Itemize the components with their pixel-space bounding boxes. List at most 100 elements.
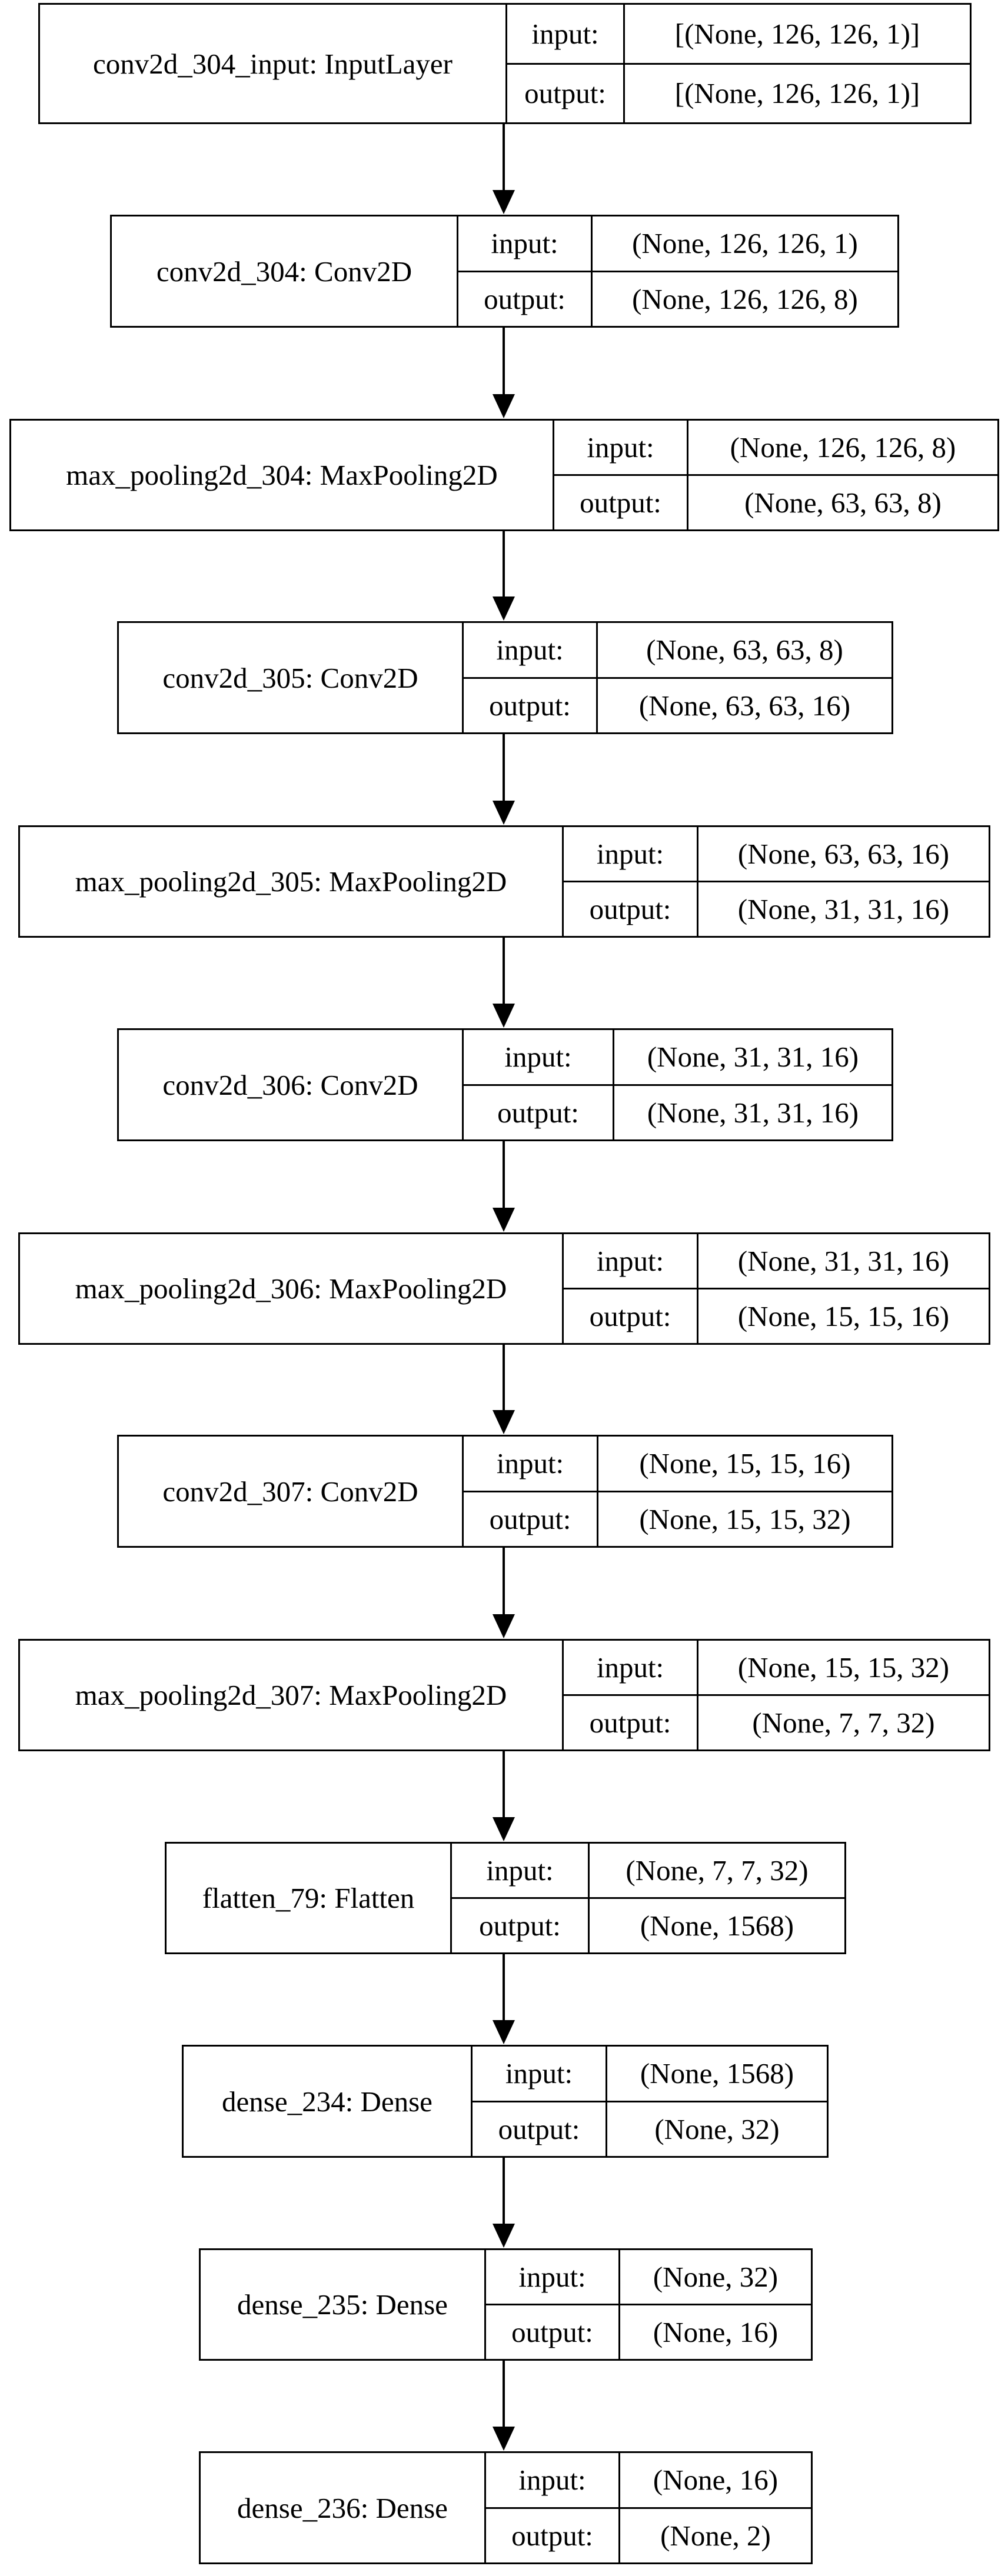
output-row: output: (None, 15, 15, 32) <box>464 1490 891 1546</box>
output-shape: (None, 31, 31, 16) <box>737 893 950 925</box>
arrowhead <box>493 2427 515 2451</box>
layer-node-dense-236: dense_236: Dense input: (None, 16) output: (… <box>199 2451 813 2564</box>
input-label: input: <box>458 216 593 271</box>
output-label: output: <box>464 678 598 732</box>
layer-name: conv2d_304_input: InputLayer <box>40 5 507 122</box>
layer-name: dense_236: Dense <box>201 2453 486 2562</box>
layer-io-table: input: (None, 126, 126, 1) output: (None, 1… <box>458 216 897 326</box>
input-row: input: (None, 1568) <box>473 2047 827 2101</box>
input-shape: (None, 1568) <box>640 2057 794 2090</box>
layer-name: conv2d_304: Conv2D <box>112 216 458 326</box>
layer-io-table: input: (None, 7, 7, 32) output: (None, 1568… <box>452 1844 844 1952</box>
edge-arrow <box>493 1548 515 1638</box>
output-label: output: <box>473 2102 607 2156</box>
input-shape: (None, 126, 126, 8) <box>730 431 956 464</box>
output-shape: (None, 63, 63, 16) <box>638 689 851 722</box>
layer-io-table: input: (None, 1568) output: (None, 32) <box>473 2047 827 2156</box>
edge-arrow <box>493 2158 515 2248</box>
layer-name: max_pooling2d_304: MaxPooling2D <box>11 421 554 529</box>
layer-io-table: input: (None, 31, 31, 16) output: (None, 31… <box>464 1030 891 1139</box>
layer-name: conv2d_306: Conv2D <box>119 1030 464 1139</box>
output-label: output: <box>452 1899 590 1952</box>
layer-name: flatten_79: Flatten <box>167 1844 452 1952</box>
layer-node-dense-234: dense_234: Dense input: (None, 1568) output… <box>182 2045 829 2158</box>
input-label: input: <box>486 2453 620 2507</box>
output-label: output: <box>464 1085 614 1139</box>
layer-node-flatten-79: flatten_79: Flatten input: (None, 7, 7, 32… <box>165 1842 846 1954</box>
output-row: output: (None, 16) <box>486 2304 811 2359</box>
output-row: output: (None, 15, 15, 16) <box>564 1288 989 1343</box>
input-shape: (None, 15, 15, 32) <box>737 1651 950 1684</box>
input-label: input: <box>507 5 625 63</box>
input-shape: (None, 32) <box>653 2261 779 2293</box>
arrowhead <box>493 1817 515 1841</box>
input-label: input: <box>473 2047 607 2101</box>
layer-name: conv2d_307: Conv2D <box>119 1437 464 1546</box>
output-label: output: <box>507 64 625 122</box>
edge-arrow <box>493 1954 515 2044</box>
output-shape: (None, 31, 31, 16) <box>647 1096 859 1129</box>
input-row: input: (None, 31, 31, 16) <box>464 1030 891 1084</box>
output-label: output: <box>486 2305 620 2359</box>
layer-io-table: input: (None, 15, 15, 32) output: (None, 7,… <box>564 1641 989 1749</box>
layer-node-max-pooling2d-304: max_pooling2d_304: MaxPooling2D input: (No… <box>9 419 999 531</box>
layer-node-conv2d-307: conv2d_307: Conv2D input: (None, 15, 15, 1… <box>117 1435 893 1548</box>
arrowhead <box>493 1004 515 1028</box>
arrowhead <box>493 394 515 418</box>
layer-io-table: input: (None, 16) output: (None, 2) <box>486 2453 811 2562</box>
arrowhead <box>493 190 515 214</box>
input-shape: [(None, 126, 126, 1)] <box>674 17 920 50</box>
edge-arrow <box>493 734 515 825</box>
layer-node-conv2d-304: conv2d_304: Conv2D input: (None, 126, 126,… <box>110 215 899 328</box>
edge-arrow <box>493 1751 515 1841</box>
input-shape: (None, 63, 63, 16) <box>737 838 950 870</box>
arrowhead <box>493 801 515 825</box>
output-row: output: (None, 31, 31, 16) <box>564 881 989 936</box>
output-shape: (None, 1568) <box>640 1909 794 1942</box>
layer-io-table: input: [(None, 126, 126, 1)] output: [(None… <box>507 5 970 122</box>
input-row: input: (None, 31, 31, 16) <box>564 1234 989 1288</box>
edge-arrow <box>493 938 515 1028</box>
layer-node-max-pooling2d-305: max_pooling2d_305: MaxPooling2D input: (No… <box>18 825 990 938</box>
input-row: input: (None, 15, 15, 32) <box>564 1641 989 1694</box>
input-label: input: <box>554 421 688 474</box>
output-shape: (None, 32) <box>654 2112 780 2145</box>
layer-node-conv2d-306: conv2d_306: Conv2D input: (None, 31, 31, 1… <box>117 1028 893 1141</box>
edge-arrow <box>493 531 515 621</box>
layer-name: max_pooling2d_305: MaxPooling2D <box>20 827 564 936</box>
arrowhead <box>493 1208 515 1232</box>
output-row: output: (None, 7, 7, 32) <box>564 1694 989 1749</box>
layer-node-conv2d-305: conv2d_305: Conv2D input: (None, 63, 63, 8… <box>117 621 893 734</box>
input-row: input: (None, 63, 63, 16) <box>564 827 989 881</box>
output-row: output: (None, 63, 63, 8) <box>554 474 997 529</box>
input-row: input: (None, 32) <box>486 2250 811 2304</box>
input-row: input: (None, 126, 126, 1) <box>458 216 897 271</box>
arrowhead <box>493 2224 515 2248</box>
output-shape: (None, 16) <box>653 2316 779 2348</box>
input-row: input: [(None, 126, 126, 1)] <box>507 5 970 63</box>
layer-name: conv2d_305: Conv2D <box>119 623 464 732</box>
output-shape: (None, 7, 7, 32) <box>752 1707 935 1739</box>
edge-arrow <box>493 328 515 418</box>
input-shape: (None, 7, 7, 32) <box>626 1854 809 1887</box>
input-shape: (None, 16) <box>653 2464 779 2497</box>
input-label: input: <box>564 827 698 881</box>
input-shape: (None, 126, 126, 1) <box>632 227 858 260</box>
output-row: output: (None, 1568) <box>452 1897 844 1952</box>
output-row: output: (None, 32) <box>473 2100 827 2156</box>
layer-io-table: input: (None, 15, 15, 16) output: (None, 15… <box>464 1437 891 1546</box>
layer-io-table: input: (None, 32) output: (None, 16) <box>486 2250 811 2359</box>
output-label: output: <box>564 882 698 936</box>
input-shape: (None, 15, 15, 16) <box>639 1447 851 1480</box>
arrowhead <box>493 1410 515 1434</box>
input-row: input: (None, 63, 63, 8) <box>464 623 891 677</box>
layer-io-table: input: (None, 63, 63, 8) output: (None, 63,… <box>464 623 891 732</box>
output-shape: (None, 15, 15, 16) <box>737 1300 950 1332</box>
layer-node-max-pooling2d-307: max_pooling2d_307: MaxPooling2D input: (No… <box>18 1639 990 1751</box>
input-label: input: <box>564 1234 698 1288</box>
output-label: output: <box>464 1492 598 1546</box>
edge-arrow <box>493 1141 515 1232</box>
input-label: input: <box>464 623 598 677</box>
input-label: input: <box>452 1844 590 1897</box>
output-shape: (None, 63, 63, 8) <box>744 486 942 519</box>
